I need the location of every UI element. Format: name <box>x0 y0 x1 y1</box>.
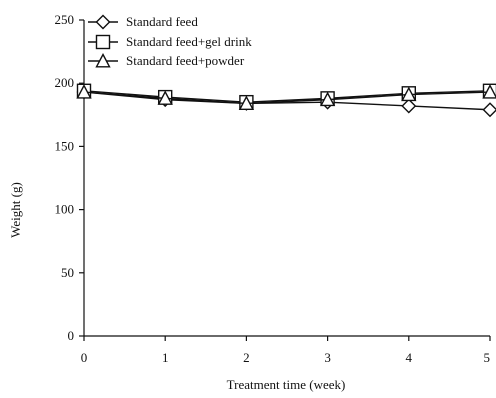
legend-item-1: Standard feed <box>88 14 198 30</box>
x-tick-label-5: 5 <box>484 350 491 365</box>
legend-label-3: Standard feed+powder <box>126 53 245 68</box>
y-tick-label-1: 50 <box>61 265 74 280</box>
x-tick-label-1: 1 <box>162 350 169 365</box>
legend-item-2: Standard feed+gel drink <box>88 34 252 50</box>
legend-marker-3 <box>95 52 111 68</box>
series-3-point-5 <box>482 84 496 99</box>
legend-label-1: Standard feed <box>126 14 198 29</box>
series-1-point-5 <box>482 102 496 118</box>
series-1-point-4 <box>401 98 417 114</box>
legend-marker-2 <box>95 34 111 50</box>
series-line-1 <box>83 91 491 111</box>
x-tick-label-4: 4 <box>406 350 413 365</box>
y-tick-label-4: 200 <box>55 75 75 90</box>
legend-layer: Standard feed Standard feed+gel drink Stan… <box>88 14 252 68</box>
series-3-point-1 <box>157 90 173 105</box>
x-tick-label-0: 0 <box>81 350 88 365</box>
series-line-2 <box>83 90 491 103</box>
y-tick-label-3: 150 <box>55 138 75 153</box>
series-line-3 <box>83 91 491 105</box>
y-tick-label-2: 100 <box>55 202 75 217</box>
series-3-point-0 <box>76 84 92 99</box>
legend-label-2: Standard feed+gel drink <box>126 34 252 49</box>
series-3-point-2 <box>238 95 255 110</box>
series-3 <box>76 84 496 110</box>
x-tick-label-2: 2 <box>243 350 250 365</box>
legend-marker-1 <box>95 14 111 30</box>
y-tick-label-5: 250 <box>55 12 75 27</box>
series-3-point-3 <box>319 91 336 107</box>
axes-layer: 0 50 100 150 200 250 0 1 2 3 4 5 <box>55 12 491 365</box>
y-tick-label-0: 0 <box>68 328 75 343</box>
x-tick-label-3: 3 <box>324 350 331 365</box>
legend-item-3: Standard feed+powder <box>88 52 245 68</box>
series-3-point-4 <box>401 86 417 102</box>
y-axis-label: Weight (g) <box>8 182 23 238</box>
x-axis-label: Treatment time (week) <box>227 377 346 392</box>
series-layer <box>76 83 496 118</box>
